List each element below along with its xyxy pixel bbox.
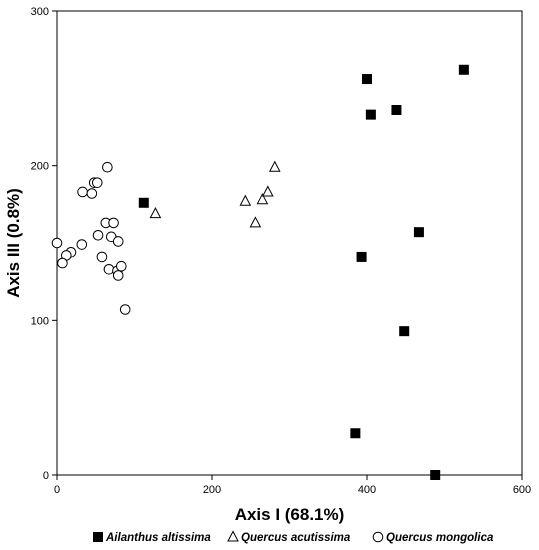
mongolica-point xyxy=(112,236,124,247)
mongolica-point xyxy=(116,260,127,272)
ailanthus-point xyxy=(350,428,361,439)
acutissima-point xyxy=(256,193,269,205)
legend-label: Quercus mongolica xyxy=(386,532,494,544)
acutissima-point xyxy=(149,207,162,219)
y-axis-title: Axis III (0.8%) xyxy=(4,188,23,298)
mongolica-point xyxy=(57,257,68,269)
y-tick-label: 200 xyxy=(31,161,49,173)
acutissima-point xyxy=(239,194,252,206)
acutissima-point xyxy=(249,216,262,228)
mongolica-point xyxy=(108,217,119,229)
ailanthus-point xyxy=(391,104,402,115)
mongolica-point xyxy=(77,186,88,198)
mongolica-point xyxy=(103,263,115,275)
x-tick-label: 400 xyxy=(358,484,376,496)
y-tick-label: 300 xyxy=(31,6,49,18)
mongolica-point xyxy=(51,237,63,249)
y-tick-label: 100 xyxy=(31,315,49,327)
mongolica-point xyxy=(112,270,124,281)
legend: Ailanthus altissima Quercus acutissima Que… xyxy=(93,530,494,544)
ailanthus-point xyxy=(356,251,367,262)
mongolica-point xyxy=(102,161,113,173)
x-tick-label: 600 xyxy=(513,484,531,496)
ailanthus-point xyxy=(399,326,410,337)
data-points xyxy=(51,64,469,480)
acutissima-point xyxy=(261,185,274,197)
legend-marker xyxy=(227,530,239,542)
x-tick-label: 200 xyxy=(203,484,221,496)
legend-label: Ailanthus altissima xyxy=(105,532,211,544)
axis-ticks: 0 200 400 600 0 100 200 300 xyxy=(31,6,532,496)
ailanthus-point xyxy=(430,470,441,480)
y-tick-label: 0 xyxy=(43,470,49,482)
ailanthus-point xyxy=(362,74,372,85)
plot-area xyxy=(56,10,523,476)
mongolica-point xyxy=(86,188,98,199)
mongolica-point xyxy=(96,251,108,263)
ailanthus-point xyxy=(413,227,424,238)
mongolica-point xyxy=(92,177,103,188)
legend-marker xyxy=(93,532,103,542)
ailanthus-point xyxy=(138,197,149,208)
legend-marker xyxy=(372,531,384,543)
x-tick-label: 0 xyxy=(54,484,60,496)
x-axis-title: Axis I (68.1%) xyxy=(235,505,345,524)
mongolica-point xyxy=(119,304,131,315)
mongolica-point xyxy=(92,229,104,241)
ailanthus-point xyxy=(458,64,469,75)
legend-label: Quercus acutissima xyxy=(241,532,351,544)
ailanthus-point xyxy=(365,109,376,120)
mongolica-point xyxy=(76,239,88,250)
acutissima-point xyxy=(268,160,281,172)
